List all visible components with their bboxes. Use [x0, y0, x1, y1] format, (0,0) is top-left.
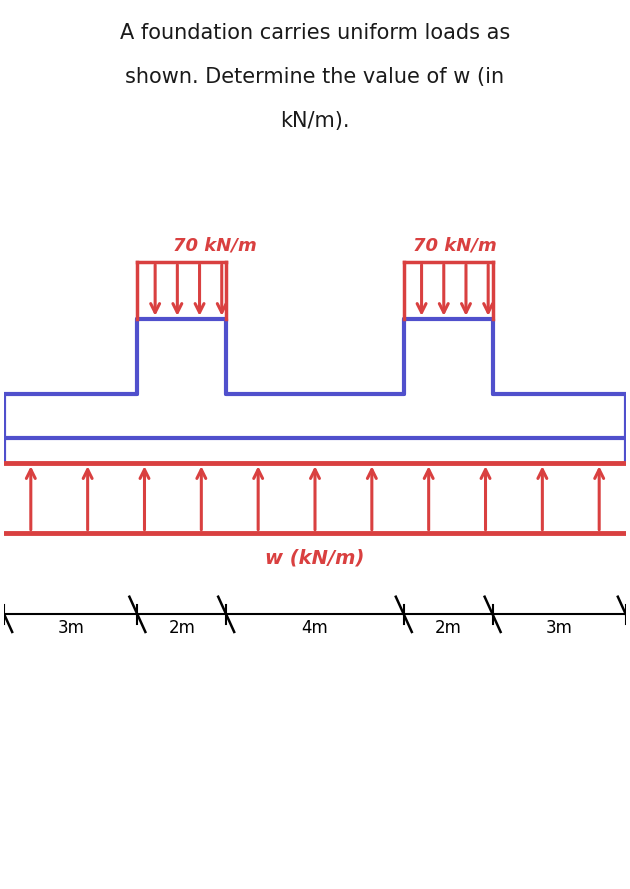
- Text: w (kN/m): w (kN/m): [265, 549, 365, 567]
- Text: 2m: 2m: [168, 620, 195, 637]
- Text: kN/m).: kN/m).: [280, 111, 350, 131]
- Text: 3m: 3m: [57, 620, 84, 637]
- Text: 3m: 3m: [546, 620, 573, 637]
- Text: A foundation carries uniform loads as: A foundation carries uniform loads as: [120, 23, 510, 43]
- Text: 4m: 4m: [302, 620, 328, 637]
- Text: 70 kN/m: 70 kN/m: [173, 236, 256, 254]
- Text: 2m: 2m: [435, 620, 462, 637]
- Text: shown. Determine the value of w (in: shown. Determine the value of w (in: [125, 67, 505, 87]
- Text: 70 kN/m: 70 kN/m: [413, 236, 496, 254]
